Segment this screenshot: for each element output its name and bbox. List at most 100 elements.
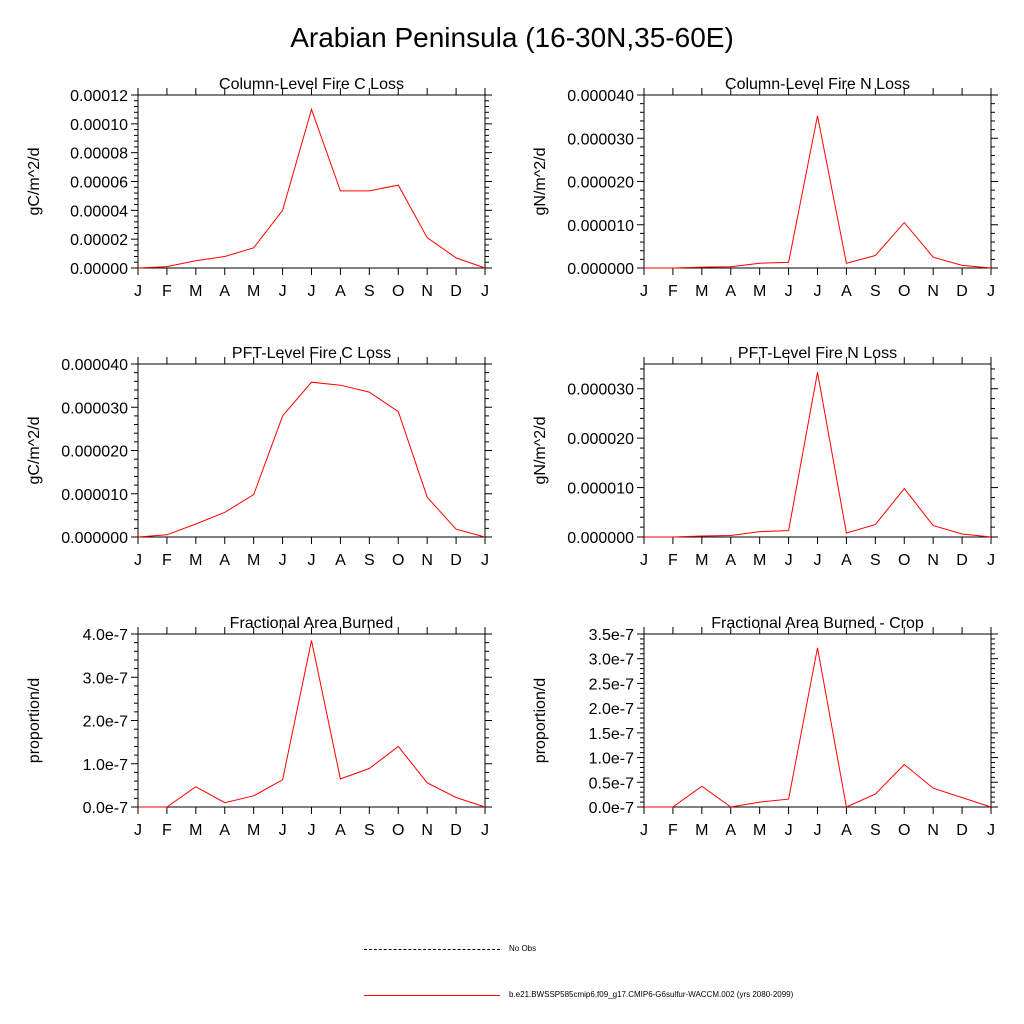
x-tick-label: J xyxy=(987,822,995,839)
y-tick-label: 0.000040 xyxy=(567,88,634,105)
x-tick-label: M xyxy=(247,822,260,839)
y-tick-label: 0.000020 xyxy=(61,444,128,461)
x-tick-label: M xyxy=(189,552,202,569)
x-tick-label: M xyxy=(695,283,708,300)
x-tick-label: J xyxy=(785,552,793,569)
y-tick-label: 1.0e-7 xyxy=(589,751,634,768)
series-line xyxy=(138,640,486,808)
x-tick-label: A xyxy=(219,283,230,300)
x-tick-label: J xyxy=(134,552,142,569)
series-line xyxy=(644,647,992,808)
x-tick-label: A xyxy=(725,283,736,300)
y-axis-label: gC/m^2/d xyxy=(26,148,43,216)
x-tick-label: N xyxy=(927,283,939,300)
x-tick-label: J xyxy=(640,552,648,569)
y-tick-label: 4.0e-7 xyxy=(83,627,128,644)
x-tick-label: D xyxy=(956,822,968,839)
x-tick-label: A xyxy=(725,822,736,839)
x-tick-label: M xyxy=(753,283,766,300)
chart-title: Column-Level Fire N Loss xyxy=(725,76,910,93)
x-tick-label: J xyxy=(814,552,822,569)
x-tick-label: A xyxy=(841,283,852,300)
x-tick-label: J xyxy=(279,552,287,569)
y-tick-label: 2.5e-7 xyxy=(589,676,634,693)
y-tick-label: 0.00004 xyxy=(70,203,128,220)
x-tick-label: D xyxy=(956,552,968,569)
x-tick-label: M xyxy=(695,822,708,839)
plot-frame xyxy=(137,633,486,808)
x-tick-label: J xyxy=(308,552,316,569)
y-tick-label: 1.5e-7 xyxy=(589,726,634,743)
plot-frame xyxy=(643,363,992,538)
x-tick-label: N xyxy=(927,822,939,839)
plot-frame xyxy=(643,94,992,269)
x-tick-label: N xyxy=(421,552,433,569)
y-axis-label: gN/m^2/d xyxy=(532,148,549,216)
x-tick-label: O xyxy=(392,552,404,569)
y-tick-label: 3.0e-7 xyxy=(589,652,634,669)
chart-panel-6: Fractional Area Burned - Crop proportion/… xyxy=(532,615,998,839)
x-tick-label: F xyxy=(668,822,678,839)
y-tick-label: 0.000010 xyxy=(567,481,634,498)
x-tick-label: A xyxy=(841,552,852,569)
y-tick-label: 0.000000 xyxy=(567,530,634,547)
x-tick-label: M xyxy=(247,283,260,300)
x-tick-label: D xyxy=(450,552,462,569)
x-tick-label: D xyxy=(450,822,462,839)
series-line xyxy=(137,381,486,538)
x-tick-label: J xyxy=(987,552,995,569)
x-tick-label: F xyxy=(668,283,678,300)
x-tick-label: S xyxy=(364,283,375,300)
series-line xyxy=(644,115,992,269)
x-tick-label: M xyxy=(247,552,260,569)
x-tick-label: J xyxy=(279,283,287,300)
x-tick-label: M xyxy=(189,822,202,839)
series-line xyxy=(644,372,992,538)
x-tick-label: J xyxy=(785,822,793,839)
x-tick-label: J xyxy=(785,283,793,300)
x-tick-label: A xyxy=(725,552,736,569)
x-tick-label: F xyxy=(668,552,678,569)
x-tick-label: M xyxy=(189,283,202,300)
y-tick-label: 0.00002 xyxy=(70,232,128,249)
x-tick-label: J xyxy=(481,822,489,839)
x-tick-label: A xyxy=(219,552,230,569)
x-tick-label: S xyxy=(870,552,881,569)
x-tick-label: J xyxy=(134,283,142,300)
chart-title: PFT-Level Fire N Loss xyxy=(738,345,897,362)
x-tick-label: O xyxy=(898,552,910,569)
x-tick-label: J xyxy=(279,822,287,839)
y-axis-label: proportion/d xyxy=(532,678,549,763)
y-tick-label: 0.00008 xyxy=(70,146,128,163)
y-tick-label: 2.0e-7 xyxy=(589,701,634,718)
y-tick-label: 3.5e-7 xyxy=(589,627,634,644)
y-tick-label: 1.0e-7 xyxy=(83,757,128,774)
y-tick-label: 2.0e-7 xyxy=(83,714,128,731)
y-tick-label: 0.0e-7 xyxy=(589,800,634,817)
chart-title: PFT-Level Fire C Loss xyxy=(232,345,391,362)
y-axis-label: gN/m^2/d xyxy=(532,417,549,485)
x-tick-label: F xyxy=(162,283,172,300)
x-tick-label: F xyxy=(162,822,172,839)
x-tick-label: A xyxy=(219,822,230,839)
x-tick-label: N xyxy=(421,283,433,300)
x-tick-label: J xyxy=(134,822,142,839)
x-tick-label: A xyxy=(335,283,346,300)
x-tick-label: M xyxy=(695,552,708,569)
y-axis-label: gC/m^2/d xyxy=(26,417,43,485)
x-tick-label: O xyxy=(392,283,404,300)
chart-title: Fractional Area Burned xyxy=(230,615,394,632)
x-tick-label: D xyxy=(450,283,462,300)
x-tick-label: A xyxy=(335,552,346,569)
y-tick-label: 0.5e-7 xyxy=(589,775,634,792)
x-tick-label: J xyxy=(814,283,822,300)
x-tick-label: A xyxy=(841,822,852,839)
y-tick-label: 0.000010 xyxy=(567,218,634,235)
x-tick-label: M xyxy=(753,552,766,569)
y-tick-label: 0.00006 xyxy=(70,175,128,192)
series-line xyxy=(137,107,486,269)
x-tick-label: A xyxy=(335,822,346,839)
